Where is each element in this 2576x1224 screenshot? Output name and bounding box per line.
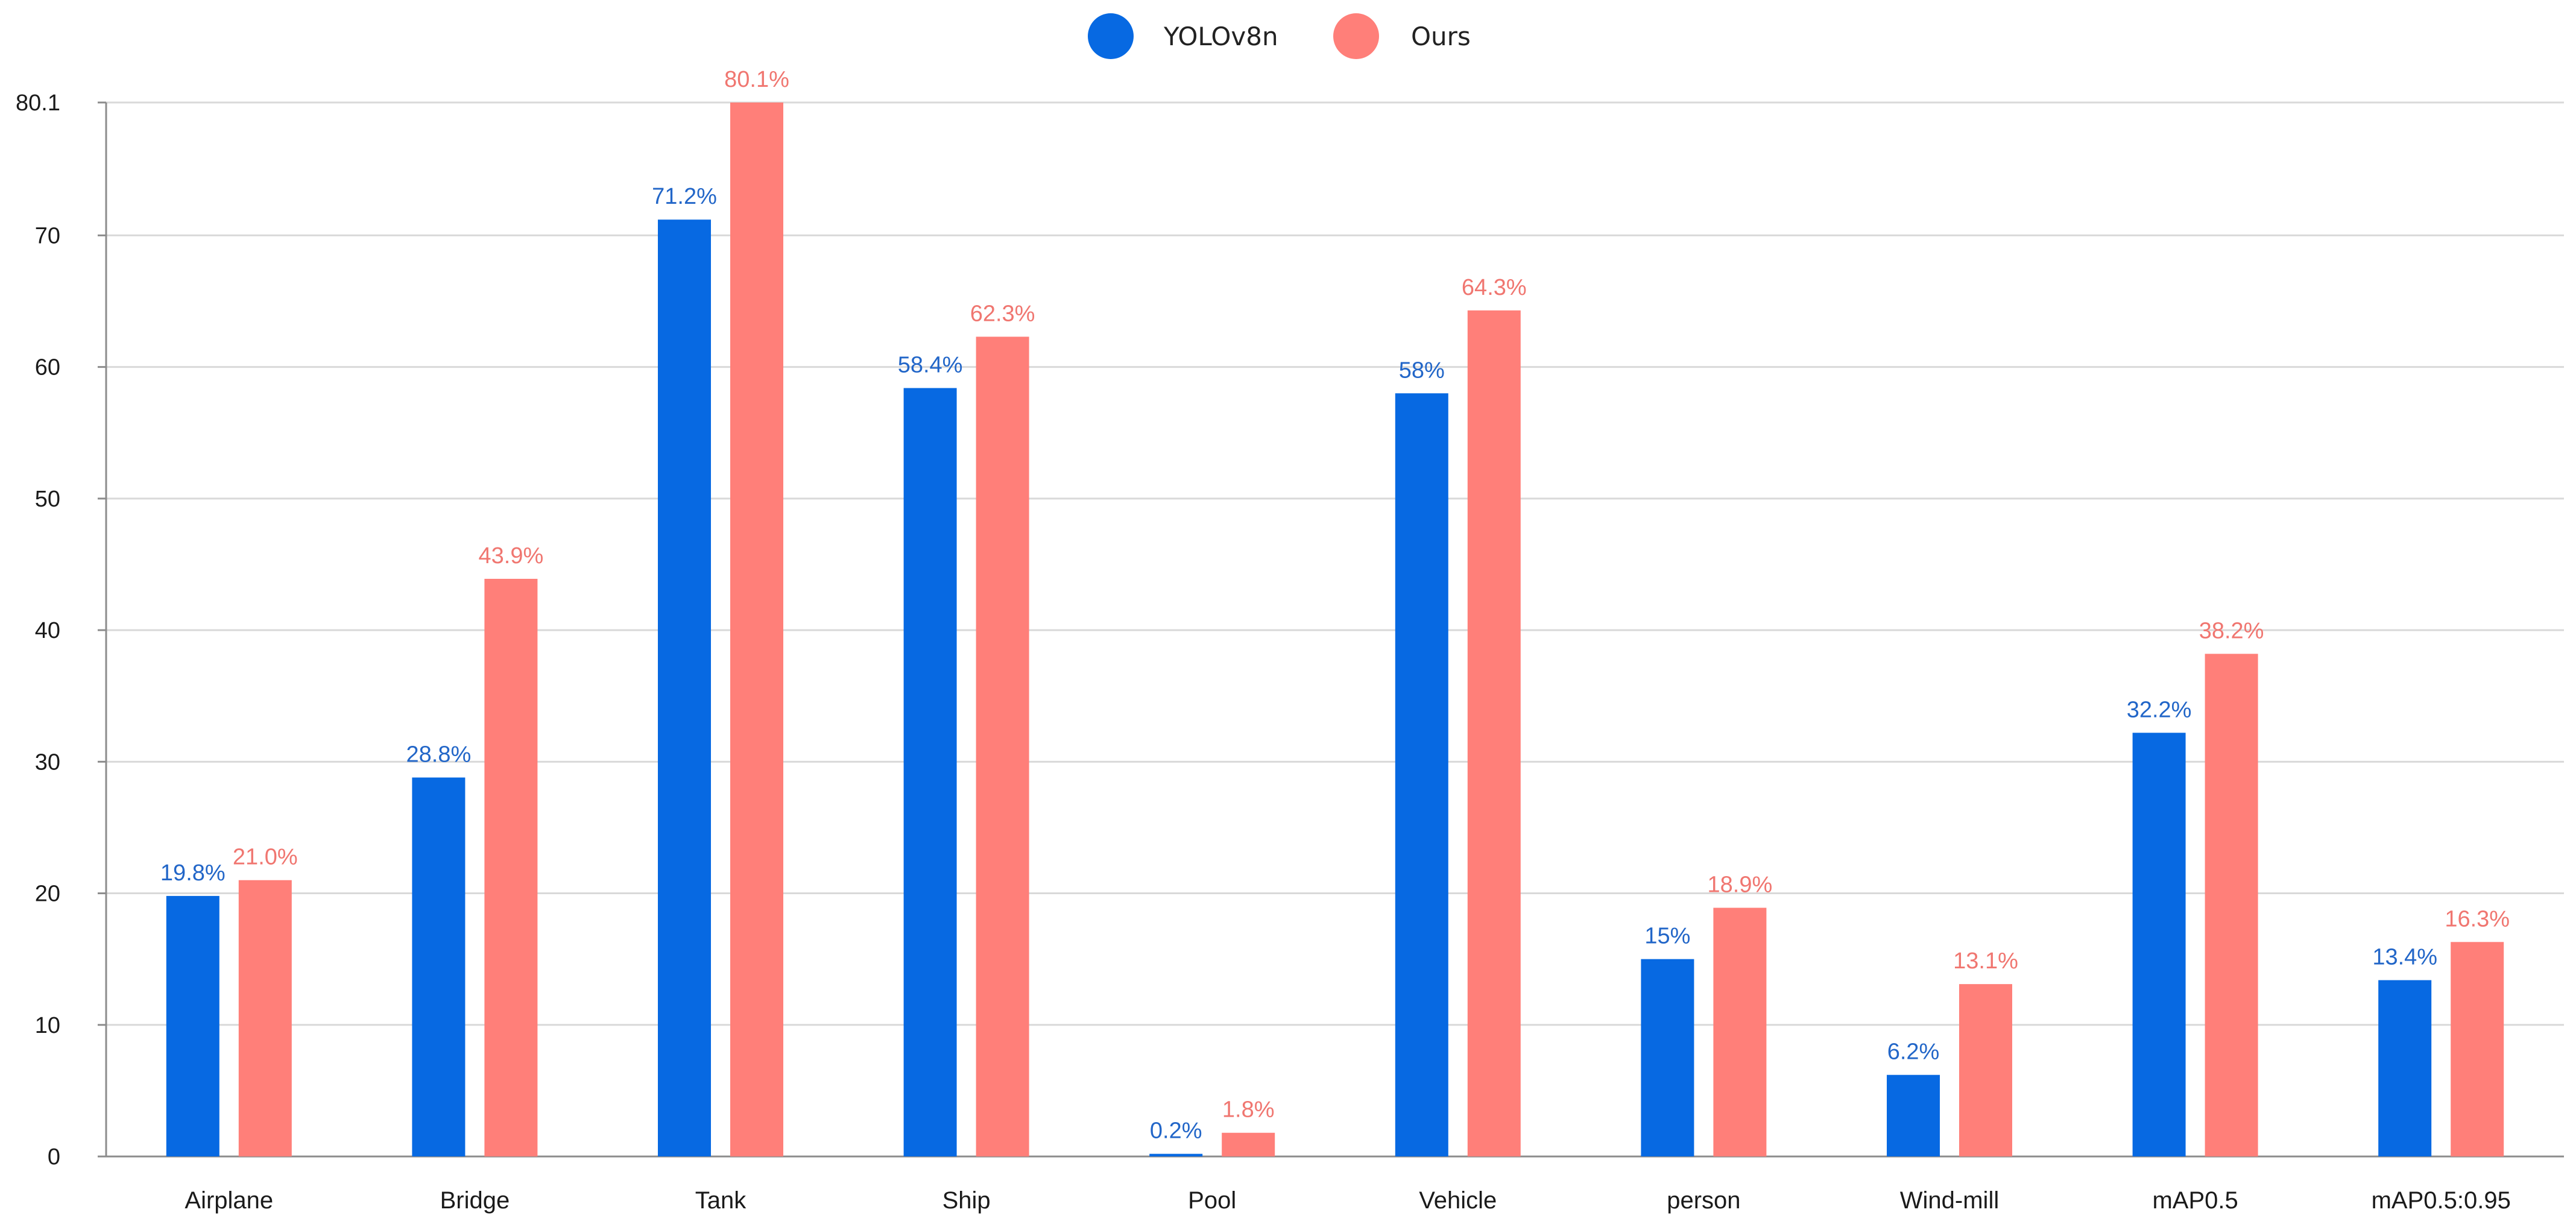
- bar-yolov8n-wind-mill: [1887, 1074, 1940, 1156]
- bar-yolov8n-bridge: [412, 777, 466, 1156]
- bar-yolov8n-pool: [1149, 1153, 1203, 1156]
- y-tick-label: 60: [35, 355, 60, 380]
- x-category-label: Airplane: [185, 1187, 273, 1214]
- legend-label: Ours: [1411, 22, 1471, 51]
- y-tick-label: 50: [35, 487, 60, 512]
- value-label: 16.3%: [2445, 906, 2510, 932]
- value-label: 62.3%: [970, 301, 1035, 326]
- x-category-label: Pool: [1188, 1187, 1236, 1214]
- value-label: 28.8%: [406, 742, 472, 768]
- bar-yolov8n-person: [1641, 959, 1694, 1156]
- y-tick-label: 0: [48, 1144, 60, 1170]
- value-label: 32.2%: [2127, 697, 2192, 722]
- bar-yolov8n-ship: [903, 388, 957, 1157]
- x-category-label: mAP0.5:0.95: [2372, 1187, 2511, 1214]
- legend-marker-ours: [1333, 13, 1379, 59]
- x-category-label: person: [1667, 1187, 1740, 1214]
- value-label: 58.4%: [898, 353, 963, 378]
- y-tick-label: 40: [35, 618, 60, 643]
- bar-ours-airplane: [238, 880, 292, 1156]
- y-tick-label: 20: [35, 882, 60, 907]
- bar-yolov8n-map0-5: [2132, 733, 2186, 1156]
- y-tick-label: 70: [35, 223, 60, 248]
- value-labels: 19.8% 21.0% 28.8% 43.9% 71.2% 80.1% 58.4% 62.3%…: [160, 67, 2510, 1144]
- x-category-label: mAP0.5: [2152, 1187, 2238, 1214]
- x-category-label: Vehicle: [1419, 1187, 1497, 1214]
- legend-label: YOLOv8n: [1163, 22, 1278, 51]
- bar-ours-tank: [730, 103, 783, 1156]
- legend: YOLOv8n Ours: [1088, 13, 1471, 59]
- bars: [166, 103, 2504, 1157]
- bar-yolov8n-airplane: [166, 895, 219, 1156]
- x-category-label: Wind-mill: [1900, 1187, 1999, 1214]
- x-category-label: Ship: [942, 1187, 991, 1214]
- value-label: 80.1%: [724, 67, 789, 92]
- bar-ours-vehicle: [1467, 310, 1521, 1156]
- value-label: 18.9%: [1708, 872, 1773, 898]
- bar-yolov8n-map0-5-0-95: [2378, 980, 2432, 1156]
- y-tick-label: 80.1: [16, 90, 60, 116]
- x-category-label: Tank: [695, 1187, 747, 1214]
- value-label: 13.4%: [2372, 945, 2437, 970]
- value-label: 1.8%: [1222, 1097, 1275, 1123]
- bar-yolov8n-tank: [658, 219, 711, 1157]
- x-category-label: Bridge: [440, 1187, 510, 1214]
- bar-ours-person: [1713, 907, 1767, 1156]
- value-label: 71.2%: [652, 184, 717, 209]
- bar-ours-wind-mill: [1959, 984, 2012, 1156]
- gridlines: [106, 101, 2564, 1026]
- value-label: 15%: [1644, 924, 1690, 949]
- value-label: 19.8%: [160, 860, 226, 886]
- bar-ours-map0-5: [2205, 654, 2258, 1156]
- legend-marker-yolov8n: [1088, 13, 1134, 59]
- value-label: 58%: [1399, 358, 1445, 383]
- bar-ours-pool: [1222, 1132, 1275, 1156]
- value-label: 64.3%: [1462, 275, 1527, 300]
- value-label: 13.1%: [1953, 948, 2018, 974]
- y-tick-label: 10: [35, 1013, 60, 1038]
- y-tick-label: 30: [35, 749, 60, 775]
- bar-ours-map0-5-0-95: [2451, 942, 2504, 1156]
- bar-yolov8n-vehicle: [1395, 393, 1448, 1156]
- value-label: 38.2%: [2199, 618, 2264, 643]
- value-label: 0.2%: [1150, 1118, 1202, 1144]
- bar-ours-ship: [976, 336, 1029, 1156]
- value-label: 21.0%: [233, 845, 298, 870]
- bar-ours-bridge: [484, 578, 538, 1156]
- value-label: 43.9%: [479, 543, 544, 569]
- value-label: 6.2%: [1887, 1039, 1940, 1065]
